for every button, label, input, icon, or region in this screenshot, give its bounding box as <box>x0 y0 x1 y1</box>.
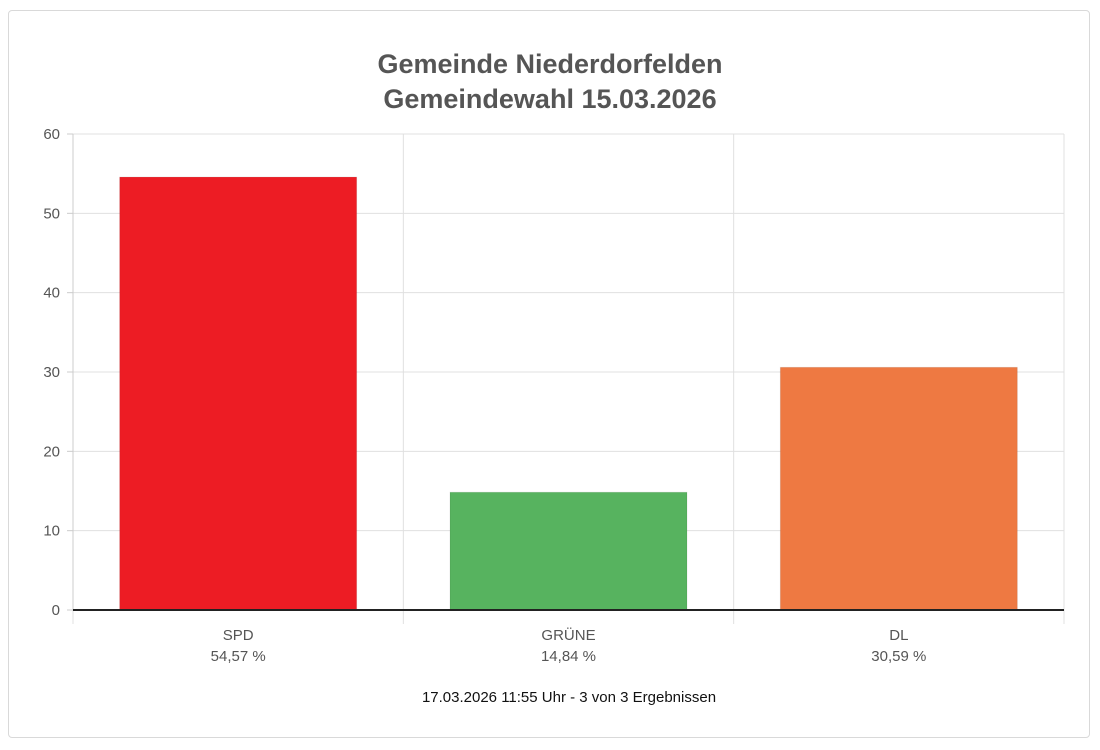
x-category-label: SPD <box>223 627 254 644</box>
x-value-label: 30,59 % <box>871 648 926 665</box>
y-tick-label: 50 <box>43 205 60 222</box>
x-value-label: 14,84 % <box>541 648 596 665</box>
y-tick-label: 30 <box>43 364 60 381</box>
y-tick-label: 40 <box>43 285 60 302</box>
bar-grüne <box>449 491 688 611</box>
bars <box>119 176 1018 611</box>
axes <box>67 133 1064 611</box>
chart-subtitle: Gemeindewahl 15.03.2026 <box>383 84 717 114</box>
y-tick-label: 10 <box>43 523 60 540</box>
x-category-label: GRÜNE <box>541 626 595 644</box>
result-status: 17.03.2026 11:55 Uhr - 3 von 3 Ergebniss… <box>421 689 717 706</box>
y-tick-label: 20 <box>43 443 60 460</box>
chart-title: Gemeinde Niederdorfelden <box>377 49 723 79</box>
bar-dl <box>779 366 1018 611</box>
y-tick-label: 0 <box>52 602 60 619</box>
y-tick-label: 60 <box>43 126 60 143</box>
x-category-label: DL <box>889 627 908 644</box>
labels: 0 10 20 30 40 50 60 SPD 54,57 % GRÜNE 14,84 % DL 30,… <box>43 126 926 665</box>
bar-spd <box>119 176 358 611</box>
x-value-label: 54,57 % <box>211 648 266 665</box>
